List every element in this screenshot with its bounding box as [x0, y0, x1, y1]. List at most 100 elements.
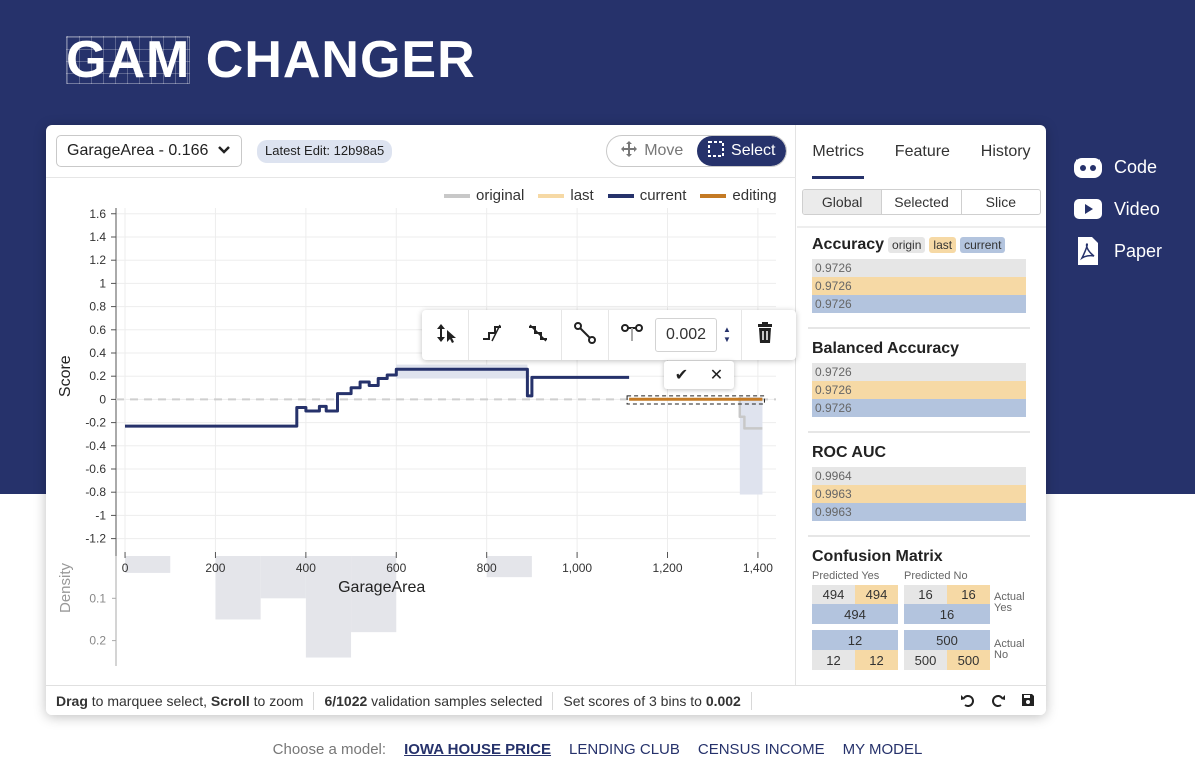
cm-pred-yes-label: Predicted Yes — [812, 570, 880, 582]
interpolate-button[interactable] — [562, 310, 608, 360]
cm-fn-origin: 16 — [904, 585, 947, 604]
github-icon — [1072, 153, 1104, 181]
move-mode-button[interactable]: Move — [607, 136, 697, 166]
model-link-lending[interactable]: LENDING CLUB — [569, 741, 680, 758]
legend-editing: editing — [700, 187, 777, 204]
confidence-band — [396, 364, 528, 379]
cm-tp-origin: 494 — [812, 585, 855, 604]
app-logo: GAM CHANGER — [66, 31, 476, 89]
edit-toolbar: 0.002 ▲ ▼ — [422, 310, 796, 360]
interpolate-icon — [573, 321, 597, 350]
cm-tp-last: 494 — [855, 585, 898, 604]
model-link-iowa[interactable]: IOWA HOUSE PRICE — [404, 741, 552, 758]
metrics-panel: Metrics Feature History Global Selected … — [797, 125, 1046, 685]
code-link[interactable]: Code — [1072, 146, 1162, 188]
confirm-edit-box: ✔ ✕ — [664, 361, 734, 389]
balanced-current-bar: 0.9726 — [812, 399, 1026, 417]
score-value-input[interactable]: 0.002 — [655, 318, 717, 352]
scope-toggle: Global Selected Slice — [802, 189, 1041, 215]
confirm-check-icon[interactable]: ✔ — [674, 367, 689, 384]
tab-history[interactable]: History — [980, 143, 1031, 160]
code-link-label: Code — [1114, 156, 1158, 177]
y-tick-label: 0 — [99, 392, 106, 406]
selection-marquee — [626, 395, 765, 405]
model-link-census[interactable]: CENSUS INCOME — [697, 741, 825, 758]
feature-select-value: GarageArea - 0.166 — [67, 142, 209, 159]
y-tick-label: 0.4 — [89, 346, 106, 360]
x-tick-label: 1,200 — [652, 561, 682, 575]
move-vertical-icon — [433, 321, 457, 350]
density-axis-label: Density — [57, 562, 74, 613]
chart-header: GarageArea - 0.166 Latest Edit: 12b98a5 … — [46, 125, 796, 178]
tab-metrics[interactable]: Metrics — [812, 125, 864, 179]
roc-last-bar: 0.9963 — [812, 485, 1026, 503]
y-tick-label: -1 — [95, 508, 106, 522]
marquee-icon — [707, 140, 725, 163]
cm-tn-current: 500 — [904, 630, 990, 650]
density-tick-label: 0.2 — [89, 634, 106, 648]
youtube-icon — [1072, 195, 1104, 223]
y-tick-label: -0.4 — [85, 439, 106, 453]
paper-link[interactable]: Paper — [1072, 230, 1162, 272]
increasing-icon — [480, 321, 504, 350]
pdf-icon — [1072, 237, 1104, 265]
move-icon — [620, 140, 638, 163]
y-tick-label: 0.2 — [89, 369, 106, 383]
value-stepper[interactable]: ▲ ▼ — [723, 325, 731, 345]
increasing-button[interactable] — [469, 310, 515, 360]
x-tick-label: 0 — [122, 561, 129, 575]
y-tick-label: 1.6 — [89, 207, 106, 221]
decreasing-button[interactable] — [515, 310, 561, 360]
feature-select[interactable]: GarageArea - 0.166 — [56, 135, 242, 167]
cm-fn-current: 16 — [904, 604, 990, 624]
roc-current-bar: 0.9963 — [812, 503, 1026, 521]
legend-current: current — [607, 187, 686, 204]
trash-icon — [755, 321, 775, 349]
x-tick-label: 600 — [386, 561, 406, 575]
accuracy-origin-bar: 0.9726 — [812, 259, 1026, 277]
tab-feature[interactable]: Feature — [894, 143, 950, 160]
save-icon[interactable] — [1020, 691, 1036, 709]
y-tick-label: -0.6 — [85, 462, 106, 476]
metric-title-accuracy: Accuracy origin last current — [812, 236, 1006, 254]
legend-original: original — [444, 187, 524, 204]
cm-fp-last: 12 — [855, 650, 898, 670]
status-bar: Drag to marquee select, Scroll to zoom 6… — [46, 685, 1046, 715]
shape-function-chart[interactable]: 1.6 1.4 1.2 1 0.8 0.6 0.4 0.2 0 -0.2 -0.4 -0.6 -0.8 -… — [46, 178, 796, 685]
density-bar — [486, 556, 532, 578]
tag-current: current — [960, 237, 1006, 253]
caret-up-icon[interactable]: ▲ — [723, 325, 731, 334]
chart-legend: original last current editing — [444, 187, 777, 204]
cm-tp-current: 494 — [812, 604, 898, 624]
cm-fp-origin: 12 — [812, 650, 855, 670]
move-vertical-button[interactable] — [422, 310, 468, 360]
y-tick-label: 1.4 — [89, 230, 106, 244]
undo-icon[interactable] — [960, 691, 976, 709]
panel-tabs: Metrics Feature History — [797, 125, 1046, 179]
cancel-x-icon[interactable]: ✕ — [709, 367, 724, 384]
status-hint: Drag to marquee select, Scroll to zoom — [46, 691, 315, 710]
scope-slice-button[interactable]: Slice — [985, 194, 1016, 210]
scope-selected-button[interactable]: Selected — [882, 190, 962, 214]
caret-down-icon[interactable]: ▼ — [723, 335, 731, 344]
redo-icon[interactable] — [990, 691, 1006, 709]
metric-title-confusion-matrix: Confusion Matrix — [812, 548, 943, 565]
metric-title-balanced-accuracy: Balanced Accuracy — [812, 340, 960, 357]
select-mode-button[interactable]: Select — [696, 136, 786, 166]
scope-global-button[interactable]: Global — [803, 190, 883, 214]
cm-fp-current: 12 — [812, 630, 898, 650]
model-link-my-model[interactable]: MY MODEL — [842, 741, 923, 758]
delete-button[interactable] — [742, 310, 788, 360]
chevron-down-icon — [217, 142, 231, 160]
paper-link-label: Paper — [1114, 240, 1163, 261]
cm-actual-no-label: Actual No — [994, 638, 1025, 661]
select-mode-label: Select — [731, 142, 776, 159]
cm-pred-no-label: Predicted No — [904, 570, 968, 582]
status-samples: 6/1022 validation samples selected — [314, 691, 554, 710]
x-axis-label: GarageArea — [338, 579, 425, 596]
editor-card: GarageArea - 0.166 Latest Edit: 12b98a5 … — [46, 125, 1046, 715]
y-tick-label: 1.2 — [89, 253, 106, 267]
video-link[interactable]: Video — [1072, 188, 1162, 230]
side-links: Code Video Paper — [1072, 146, 1162, 272]
merge-button[interactable] — [609, 310, 655, 360]
